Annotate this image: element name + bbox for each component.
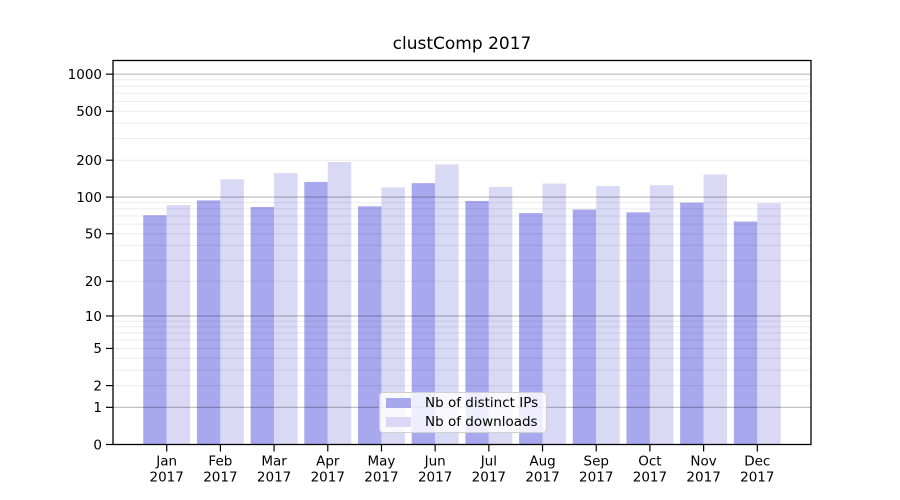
bar-downloads <box>649 185 674 445</box>
x-tick-label-year: 2017 <box>579 470 613 486</box>
plot-border <box>112 59 812 446</box>
x-tick-label-month: Jun <box>424 454 446 470</box>
bar-downloads <box>488 186 513 445</box>
x-tick-label-month: May <box>368 454 396 470</box>
bar-distinct-ips <box>304 181 328 445</box>
x-tick-label-year: 2017 <box>364 470 398 486</box>
x-tick-label-month: Mar <box>261 454 287 470</box>
legend-item-downloads: Nb of downloads <box>386 414 546 430</box>
y-tick-label: 10 <box>85 309 102 325</box>
x-tick-label-year: 2017 <box>740 470 774 486</box>
y-tick-label: 0 <box>93 437 102 453</box>
y-tick-label: 20 <box>85 274 102 290</box>
x-tick-label-month: Dec <box>744 454 770 470</box>
y-tick-label: 1000 <box>68 67 102 83</box>
bar-downloads <box>435 164 459 445</box>
bar-downloads <box>166 205 191 445</box>
legend-swatch-downloads <box>386 417 411 427</box>
bar-downloads <box>220 179 244 445</box>
x-tick-label-year: 2017 <box>311 470 345 486</box>
bar-downloads <box>703 174 728 445</box>
x-tick-label-year: 2017 <box>150 470 184 486</box>
bar-distinct-ips <box>572 209 597 445</box>
x-tick-label-year: 2017 <box>525 470 559 486</box>
x-tick-label-year: 2017 <box>686 470 720 486</box>
x-tick-label-month: Oct <box>638 454 661 470</box>
bar-downloads <box>757 203 781 445</box>
y-tick-label: 100 <box>76 190 102 206</box>
bar-distinct-ips <box>411 183 436 445</box>
y-tick-label: 200 <box>76 153 102 169</box>
bar-downloads <box>542 183 567 445</box>
bar-distinct-ips <box>680 202 704 445</box>
chart-title: clustComp 2017 <box>392 34 532 54</box>
legend-swatch-distinct-ips <box>386 398 411 408</box>
y-tick-label: 1 <box>93 400 102 416</box>
bar-distinct-ips <box>143 215 167 445</box>
x-tick-label-month: Jul <box>480 454 497 470</box>
x-tick-label-year: 2017 <box>257 470 291 486</box>
x-tick-label-year: 2017 <box>418 470 452 486</box>
bar-distinct-ips <box>250 206 275 445</box>
x-tick-label-month: Feb <box>208 454 232 470</box>
y-tick-label: 2 <box>93 378 102 394</box>
x-tick-label-month: Aug <box>529 454 555 470</box>
legend: Nb of distinct IPs Nb of downloads <box>379 392 547 433</box>
bar-downloads <box>381 187 405 445</box>
x-tick-label-month: Sep <box>584 454 609 470</box>
x-tick-label-month: Nov <box>690 454 716 470</box>
legend-label-downloads: Nb of downloads <box>425 414 538 430</box>
x-tick-label-year: 2017 <box>472 470 506 486</box>
y-tick-label: 500 <box>76 104 102 120</box>
legend-label-distinct-ips: Nb of distinct IPs <box>425 395 539 411</box>
bar-distinct-ips <box>626 212 650 445</box>
bar-distinct-ips <box>357 206 382 445</box>
bar-distinct-ips <box>196 200 221 445</box>
y-tick-label: 5 <box>93 341 102 357</box>
x-tick-label-year: 2017 <box>203 470 237 486</box>
bar-downloads <box>596 186 620 445</box>
bar-distinct-ips <box>733 221 758 445</box>
y-tick-label: 50 <box>85 227 102 243</box>
x-tick-label-month: Apr <box>316 454 340 470</box>
x-tick-label-year: 2017 <box>633 470 667 486</box>
bar-downloads <box>274 173 298 445</box>
bar-distinct-ips <box>519 213 543 445</box>
legend-item-distinct-ips: Nb of distinct IPs <box>386 395 546 411</box>
bar-downloads <box>327 162 352 445</box>
bar-distinct-ips <box>465 200 489 445</box>
x-tick-label-month: Jan <box>155 454 177 470</box>
